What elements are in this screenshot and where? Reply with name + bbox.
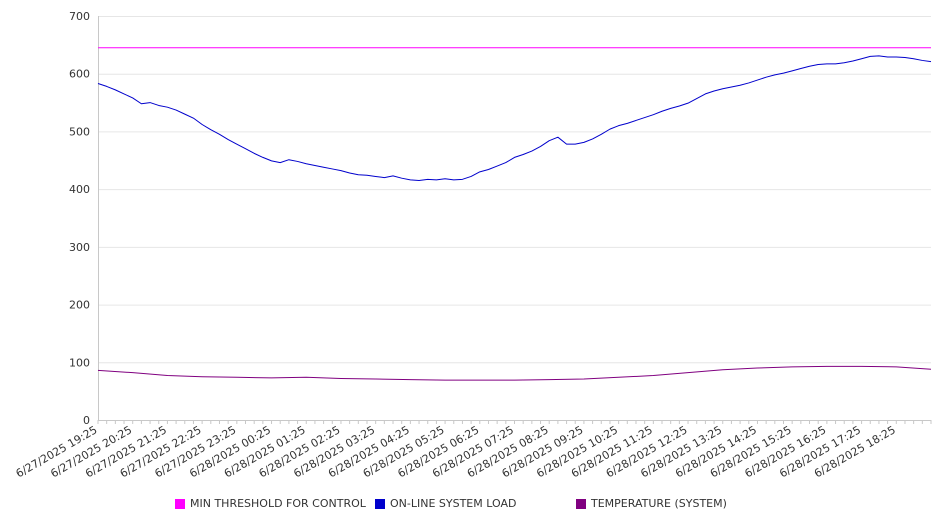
series-line-online-load — [97, 55, 932, 181]
y-tick-label-700: 700 — [69, 10, 90, 23]
y-tick-label-400: 400 — [69, 183, 90, 196]
legend-item-temperature[interactable]: TEMPERATURE (SYSTEM) — [576, 497, 727, 510]
legend-swatch-min-threshold — [175, 498, 185, 509]
y-tick-label-200: 200 — [69, 299, 90, 312]
y-tick-label-100: 100 — [69, 356, 90, 369]
legend-item-min-threshold[interactable]: MIN THRESHOLD FOR CONTROL — [175, 497, 366, 510]
legend-label-temperature: TEMPERATURE (SYSTEM) — [591, 497, 727, 510]
y-tick-label-0: 0 — [83, 414, 90, 427]
legend-label-online-load: ON-LINE SYSTEM LOAD — [390, 497, 517, 510]
y-tick-label-500: 500 — [69, 125, 90, 138]
y-tick-label-300: 300 — [69, 241, 90, 254]
legend-item-online-load[interactable]: ON-LINE SYSTEM LOAD — [375, 497, 516, 510]
legend-swatch-temperature — [576, 498, 586, 509]
legend-swatch-online-load — [375, 498, 385, 509]
series-line-temperature — [97, 365, 932, 381]
y-tick-label-600: 600 — [69, 68, 90, 81]
legend-label-min-threshold: MIN THRESHOLD FOR CONTROL — [190, 497, 366, 510]
legend: MIN THRESHOLD FOR CONTROL ON-LINE SYSTEM… — [0, 497, 946, 515]
